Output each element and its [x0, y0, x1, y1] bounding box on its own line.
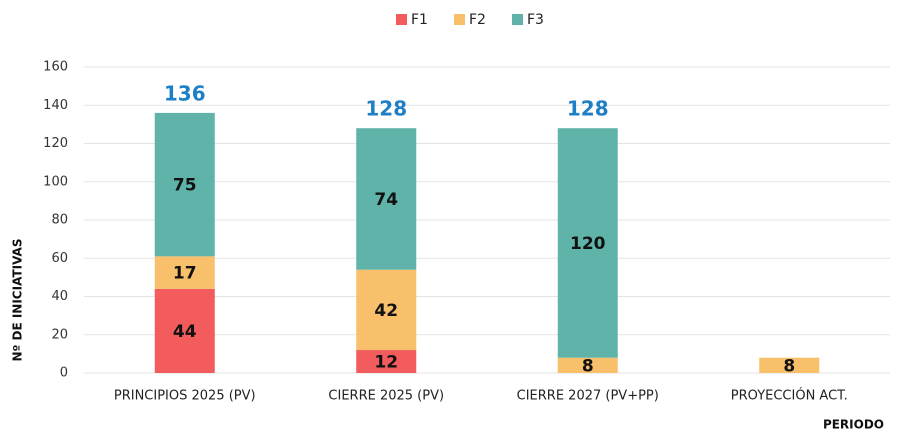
segment-label: 75 — [173, 176, 197, 196]
x-tick-label: CIERRE 2025 (PV) — [328, 389, 444, 404]
legend-label: F2 — [469, 12, 486, 28]
y-tick-label: 100 — [43, 174, 68, 189]
bar-segment — [557, 128, 618, 358]
y-tick-label: 40 — [51, 289, 68, 304]
y-tick-label: 80 — [51, 213, 68, 228]
y-tick-label: 20 — [51, 327, 68, 342]
segment-label: 17 — [173, 264, 197, 284]
legend-swatch — [396, 14, 407, 25]
total-label: 128 — [567, 97, 609, 121]
y-axis-title: Nº DE INICIATIVAS — [11, 239, 25, 362]
total-label: 128 — [365, 97, 407, 121]
bar-segment — [356, 269, 417, 351]
bar-segment — [154, 288, 215, 373]
segment-label: 120 — [570, 234, 606, 254]
bar-segment — [154, 112, 215, 257]
y-tick-label: 160 — [43, 60, 68, 75]
total-label: 136 — [164, 81, 206, 105]
bar-segment — [759, 357, 820, 373]
legend-label: F3 — [527, 12, 544, 28]
x-axis-title: PERIODO — [823, 418, 884, 432]
legend-label: F1 — [411, 12, 428, 28]
x-tick-label: CIERRE 2027 (PV+PP) — [517, 389, 659, 404]
bar-segment — [356, 350, 417, 373]
y-tick-label: 0 — [60, 366, 68, 381]
segment-label: 12 — [374, 353, 398, 373]
bar-segment — [154, 256, 215, 289]
y-tick-label: 60 — [51, 251, 68, 266]
bar-segment — [557, 357, 618, 373]
segment-label: 44 — [173, 322, 197, 342]
y-tick-label: 120 — [43, 136, 68, 151]
segment-label: 8 — [582, 356, 594, 376]
bar-segment — [356, 128, 417, 270]
segment-label: 42 — [374, 301, 398, 321]
x-tick-label: PRINCIPIOS 2025 (PV) — [114, 389, 256, 404]
legend-swatch — [454, 14, 465, 25]
legend-swatch — [512, 14, 523, 25]
x-tick-label: PROYECCIÓN ACT. — [731, 388, 848, 404]
segment-label: 74 — [374, 190, 398, 210]
segment-label: 8 — [783, 356, 795, 376]
y-tick-label: 140 — [43, 98, 68, 113]
